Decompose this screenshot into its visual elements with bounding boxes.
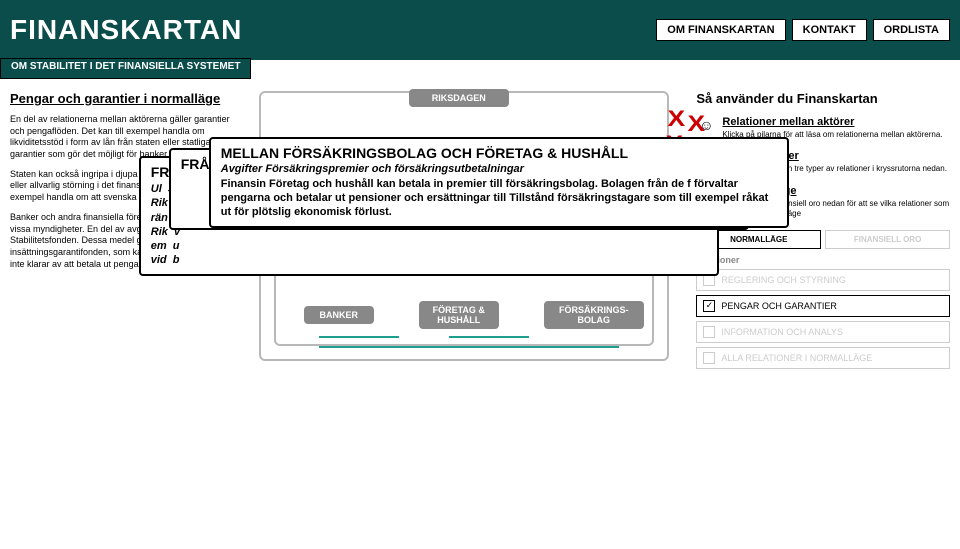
filter-row-2[interactable]: ✓ PENGAR OCH GARANTIER [696, 295, 950, 317]
site-subtitle: OM STABILITET I DET FINANSIELLA SYSTEMET [0, 58, 251, 79]
popup-3-body: Finansin Företag och hushåll kan betala … [221, 177, 777, 220]
filter-row-4-label: ALLA RELATIONER I NORMALLÄGE [721, 353, 872, 363]
site-logo: FINANSKARTAN [10, 14, 242, 46]
contact-button[interactable]: KONTAKT [792, 19, 867, 41]
close-icon[interactable]: X [687, 111, 705, 137]
filter-row-3-label: INFORMATION OCH ANALYS [721, 327, 843, 337]
diagram-area: RIKSDAGEN BANKER FÖRETAG & HUSHÅLL FÖRSÄ… [249, 91, 687, 539]
header: FINANSKARTAN OM FINANSKARTAN KONTAKT ORD… [0, 0, 960, 60]
close-icon[interactable]: X [667, 106, 685, 132]
glossary-button[interactable]: ORDLISTA [873, 19, 950, 41]
filter-row-1[interactable]: REGLERING OCH STYRNING [696, 269, 950, 291]
popup-3-title: MELLAN FÖRSÄKRINGSBOLAG OCH FÖRETAG & HU… [221, 145, 777, 161]
popup-3-subtitle: Avgifter Försäkringspremier och försäkri… [221, 163, 777, 175]
popup-3: MELLAN FÖRSÄKRINGSBOLAG OCH FÖRETAG & HU… [209, 137, 789, 228]
top-nav: OM FINANSKARTAN KONTAKT ORDLISTA [656, 19, 950, 41]
about-button[interactable]: OM FINANSKARTAN [656, 19, 785, 41]
filter-label: relationer [698, 255, 950, 265]
help-item-1-title: Relationer mellan aktörer [722, 116, 942, 128]
filter-row-4[interactable]: ALLA RELATIONER I NORMALLÄGE [696, 347, 950, 369]
mode-crisis-tab[interactable]: FINANSIELL ORO [825, 230, 950, 249]
filter-row-1-label: REGLERING OCH STYRNING [721, 275, 846, 285]
mode-tabs: NORMALLÄGE FINANSIELL ORO [696, 230, 950, 249]
actor-riksdagen[interactable]: RIKSDAGEN [409, 89, 509, 107]
filter-row-3[interactable]: INFORMATION OCH ANALYS [696, 321, 950, 343]
filter-row-2-label: PENGAR OCH GARANTIER [721, 301, 837, 311]
checkbox-icon [703, 352, 715, 364]
popup-stack: FRÅN MELLAN BANK Ul S Rik rän D Rik v em… [139, 156, 719, 353]
right-title: Så använder du Finanskartan [696, 91, 950, 106]
left-title: Pengar och garantier i normalläge [10, 91, 239, 106]
